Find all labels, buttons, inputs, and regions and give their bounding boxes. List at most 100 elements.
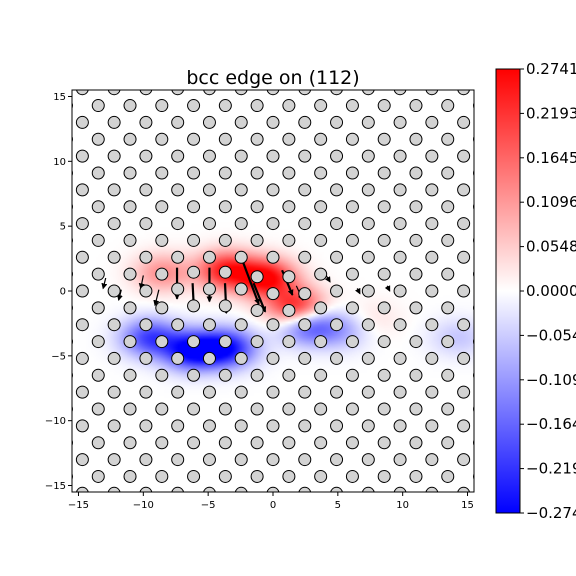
atom-marker [473, 102, 474, 110]
atom-marker [234, 115, 248, 129]
atom-marker [377, 200, 391, 214]
atom-marker [457, 115, 471, 129]
atom-marker [266, 318, 280, 332]
atom-marker [218, 402, 232, 416]
atom-marker [234, 351, 248, 365]
atom-marker [282, 200, 296, 214]
atom-marker [409, 335, 423, 349]
atom-marker [139, 385, 153, 399]
atom-marker [441, 99, 455, 113]
atom-marker [377, 335, 391, 349]
atom-marker [361, 250, 375, 264]
atom-marker [171, 486, 185, 492]
atom-marker [234, 385, 248, 399]
atom-marker [203, 486, 216, 492]
atom-marker [282, 368, 296, 382]
atom-marker [60, 66, 72, 78]
atom-markers [45, 66, 474, 516]
atom-marker [45, 386, 57, 398]
atom-marker [377, 132, 391, 146]
atom-marker [91, 469, 105, 483]
atom-marker [314, 469, 328, 483]
atom-marker [345, 233, 359, 247]
atom-marker [393, 250, 407, 264]
atom-marker [187, 166, 201, 180]
atom-marker [91, 200, 105, 214]
atom-marker [139, 284, 153, 298]
y-tick-label: −5 [51, 351, 66, 362]
atom-marker [139, 419, 153, 433]
atom-marker [266, 419, 280, 433]
atom-marker [441, 132, 455, 146]
atom-marker [75, 284, 89, 298]
atom-marker [123, 166, 137, 180]
atom-marker [72, 203, 73, 211]
atom-marker [107, 419, 121, 433]
atom-marker [473, 439, 474, 447]
atom-marker [187, 233, 201, 247]
atom-marker [171, 282, 185, 296]
x-tick-label: −15 [68, 500, 89, 511]
x-tick-label: 5 [335, 500, 341, 511]
atom-marker [155, 402, 169, 416]
atom-marker [187, 335, 201, 349]
atom-marker [377, 469, 391, 483]
atom-marker [139, 250, 153, 264]
atom-marker [218, 299, 232, 313]
atom-marker [330, 217, 344, 231]
atom-marker [139, 90, 153, 96]
atom-marker [409, 402, 423, 416]
atom-marker [361, 115, 375, 129]
atom-marker [123, 368, 137, 382]
atom-marker [393, 419, 407, 433]
atom-marker [250, 402, 264, 416]
atom-marker [282, 233, 296, 247]
atom-marker [330, 90, 343, 96]
atom-marker [91, 132, 105, 146]
atom-marker [45, 251, 57, 263]
atom-marker [139, 486, 153, 492]
atom-marker [92, 504, 104, 516]
atom-marker [124, 66, 136, 78]
atom-marker [473, 203, 474, 211]
atom-marker [107, 385, 121, 399]
atom-marker [72, 304, 73, 312]
atom-marker [409, 200, 423, 214]
atom-marker [266, 351, 280, 365]
atom-marker [139, 351, 153, 365]
y-axis-ticks: −15 −10 −5 0 5 10 15 [45, 92, 72, 492]
atom-marker [361, 284, 375, 298]
x-tick-label: −10 [133, 500, 154, 511]
atom-marker [377, 402, 391, 416]
atom-marker [442, 504, 454, 516]
atom-marker [330, 419, 344, 433]
displacement-arrow [138, 275, 145, 290]
atom-marker [91, 335, 105, 349]
colorbar-tick-label: 0.0000 [526, 282, 576, 300]
atom-marker [72, 371, 73, 379]
atom-marker [282, 402, 296, 416]
atom-marker [91, 436, 105, 450]
atom-marker [361, 385, 375, 399]
atom-marker [315, 504, 327, 516]
atom-marker [425, 115, 439, 129]
displacement-arrow [116, 289, 123, 302]
atom-marker [361, 90, 375, 96]
atom-marker [330, 351, 344, 365]
atom-marker [202, 149, 216, 163]
atom-marker [314, 233, 328, 247]
atom-marker [282, 166, 296, 180]
y-tick-label: 15 [53, 92, 66, 103]
atom-marker [218, 265, 232, 279]
atom-marker [425, 149, 439, 163]
atom-marker [107, 149, 121, 163]
atom-marker [393, 385, 407, 399]
atom-marker [393, 486, 407, 492]
atom-marker [441, 335, 455, 349]
atom-marker [202, 115, 216, 129]
atom-marker [155, 469, 169, 483]
atom-marker [393, 149, 407, 163]
atom-marker [155, 99, 169, 113]
atom-marker [250, 368, 264, 382]
colorbar-tick-label: 0.2741 [526, 60, 576, 78]
